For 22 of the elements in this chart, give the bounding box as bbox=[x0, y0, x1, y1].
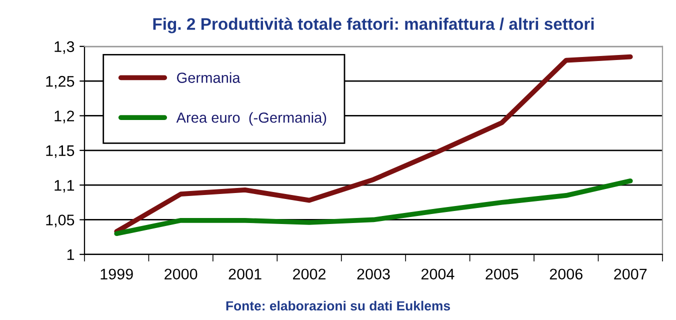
line-series bbox=[114, 54, 633, 234]
x-tick-label: 2002 bbox=[293, 268, 326, 280]
legend-label: Germania bbox=[177, 72, 240, 83]
x-tick-label: 1999 bbox=[100, 268, 133, 280]
source-note: Fonte: elaborazioni su dati Euklems bbox=[226, 300, 450, 311]
x-tick-label: 2001 bbox=[228, 268, 262, 280]
x-tick-label: 2007 bbox=[614, 268, 647, 280]
x-tick-label: 2006 bbox=[550, 268, 582, 280]
y-tick-label: 1,25 bbox=[46, 76, 74, 89]
y-tick-label: 1 bbox=[67, 249, 74, 260]
x-tick-label: 2005 bbox=[486, 268, 518, 280]
line-series bbox=[114, 178, 633, 236]
x-tick-label: 2003 bbox=[357, 268, 390, 280]
y-tick-label: 1,3 bbox=[54, 41, 74, 54]
x-tick-label: 2004 bbox=[421, 268, 454, 280]
y-tick-label: 1,2 bbox=[54, 110, 74, 124]
y-tick-label: 1,05 bbox=[46, 214, 74, 228]
chart-title: Fig. 2 Produttività totale fattori: manifattura / altri settori bbox=[153, 18, 594, 34]
y-tick-label: 1,1 bbox=[54, 180, 74, 193]
y-tick-label: 1,15 bbox=[46, 145, 74, 158]
x-tick-label: 2000 bbox=[164, 268, 198, 280]
legend-label: Area euro (-Germania) bbox=[176, 112, 326, 126]
